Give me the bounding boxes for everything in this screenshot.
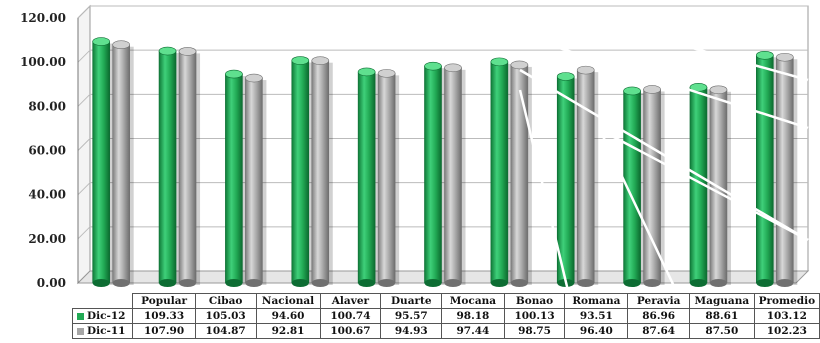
- legend-entry: Dic-12: [71, 308, 134, 324]
- bar-Dic-12-Promedio: [756, 50, 778, 287]
- data-label: 92.81: [255, 323, 321, 339]
- y-tick-label: 20.00: [28, 232, 66, 246]
- data-label: 103.12: [753, 308, 820, 324]
- bar-Dic-11-Romana: [576, 65, 599, 287]
- bar-Dic-12-Romana: [556, 72, 579, 287]
- bar-chart: 0.00 20.00 40.00 60.00 80.00 100.00 120.00: [20, 4, 810, 293]
- data-label: 86.96: [627, 308, 691, 324]
- y-tick-label: 0.00: [37, 276, 66, 290]
- bar-Dic-11-Alaver: [311, 56, 333, 287]
- data-label: 98.75: [503, 323, 566, 339]
- gridline: [77, 226, 91, 240]
- data-label: 88.61: [689, 308, 755, 324]
- y-tick-label: 100.00: [20, 55, 66, 69]
- data-label: 100.13: [503, 308, 566, 324]
- overlay-line: [547, 6, 809, 82]
- data-label: 94.60: [255, 308, 321, 324]
- data-label: 87.64: [627, 323, 691, 339]
- y-tick-label: 60.00: [28, 144, 66, 158]
- bar-Dic-11-Mocana: [444, 63, 466, 287]
- bar-Dic-11-Promedio: [776, 52, 798, 287]
- legend-label: Dic-11: [87, 325, 126, 337]
- table-row: Dic-11 107.90 104.87 92.81 100.67 94.93 97.44 9…: [71, 323, 820, 339]
- bar-Dic-12-Maguana: [689, 83, 711, 287]
- x-tick-label: Maguana: [689, 293, 755, 309]
- bar-Dic-11-Nacional: [245, 73, 267, 287]
- bar-Dic-11-Peravia: [643, 85, 665, 287]
- overlay-line: [609, 133, 809, 242]
- legend-label: Dic-12: [87, 310, 126, 322]
- x-tick-label: Romana: [564, 293, 629, 309]
- data-label: 94.93: [380, 323, 443, 339]
- table-row: Dic-12 109.33 105.03 94.60 100.74 95.57 98.18 1…: [71, 308, 820, 324]
- overlay-line: [518, 89, 570, 293]
- bar-Dic-12-Alaver: [291, 56, 313, 287]
- data-label: 109.33: [132, 308, 196, 324]
- data-label: 104.87: [194, 323, 257, 339]
- gridline: [77, 5, 91, 19]
- gridline: [77, 138, 91, 151]
- data-label: 87.50: [689, 323, 755, 339]
- legend-swatch: [77, 327, 84, 335]
- x-tick-label: Nacional: [255, 293, 321, 309]
- x-tick-label: Bonao: [503, 293, 566, 309]
- bar-Dic-11-Cibao: [178, 47, 201, 287]
- data-label: 93.51: [564, 308, 629, 324]
- gridline: [77, 93, 91, 107]
- legend-swatch: [77, 312, 84, 320]
- x-tick-label: Cibao: [194, 293, 257, 309]
- bar-Dic-12-Cibao: [158, 46, 181, 287]
- x-tick-label: Alaver: [319, 293, 382, 309]
- bar-Dic-11-Popular: [112, 40, 134, 287]
- x-tick-label: Duarte: [380, 293, 443, 309]
- x-tick-label: Peravia: [627, 293, 691, 309]
- bar-Dic-11-Duarte: [377, 69, 400, 287]
- bar-Dic-11-Maguana: [709, 85, 731, 287]
- y-tick-label: 120.00: [20, 11, 66, 25]
- legend-entry: Dic-11: [71, 323, 134, 339]
- overlay-line: [519, 68, 809, 242]
- bar-Dic-12-Mocana: [424, 61, 446, 287]
- data-label: 97.44: [441, 323, 505, 339]
- overlay-line: [434, 6, 809, 130]
- x-tick-label: Mocana: [441, 293, 505, 309]
- data-label: 100.74: [319, 308, 382, 324]
- gridline: [77, 49, 91, 63]
- bar-Dic-12-Popular: [92, 37, 114, 287]
- data-table: Popular Cibao Nacional Alaver Duarte Mocana Bo…: [71, 293, 820, 339]
- data-label: 107.90: [132, 323, 196, 339]
- y-tick-label: 80.00: [28, 99, 66, 113]
- y-tick-label: 40.00: [28, 188, 66, 202]
- gridline: [77, 182, 91, 196]
- bar-Dic-12-Bonao: [490, 57, 512, 287]
- data-label: 96.40: [564, 323, 629, 339]
- data-label: 102.23: [753, 323, 820, 339]
- data-label: 95.57: [380, 308, 443, 324]
- x-tick-label: Popular: [132, 293, 196, 309]
- bar-Dic-12-Duarte: [357, 67, 380, 287]
- data-label: 100.67: [319, 323, 382, 339]
- x-tick-label: Promedio: [753, 293, 820, 309]
- table-corner: [73, 294, 133, 309]
- data-label: 105.03: [194, 308, 257, 324]
- bar-Dic-12-Nacional: [225, 69, 247, 287]
- data-label: 98.18: [441, 308, 505, 324]
- overlay-line: [598, 129, 679, 293]
